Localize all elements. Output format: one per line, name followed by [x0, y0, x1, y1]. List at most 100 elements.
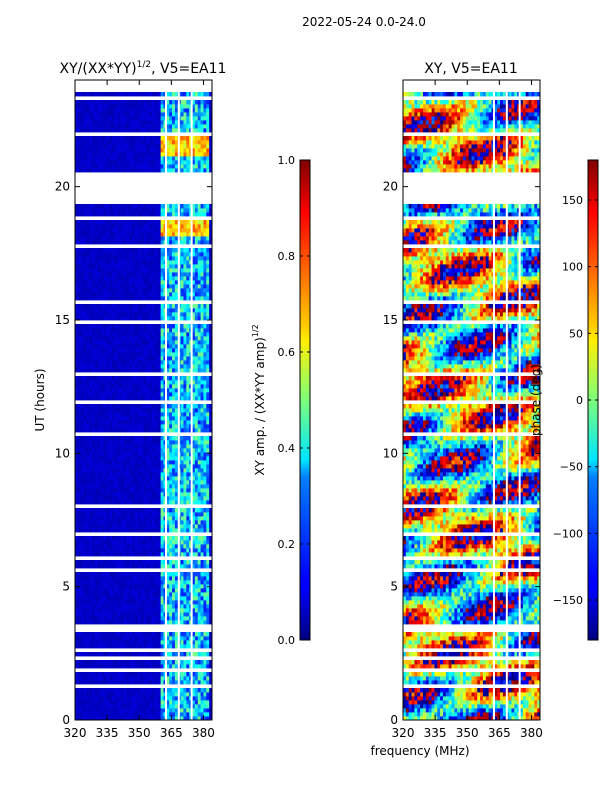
heatmap-cell — [100, 380, 104, 385]
heatmap-cell — [129, 376, 133, 381]
heatmap-cell — [172, 436, 176, 441]
heatmap-cell — [75, 348, 79, 353]
heatmap-cell — [123, 240, 127, 245]
heatmap-cell — [134, 396, 139, 401]
heatmap-cell — [109, 316, 113, 321]
heatmap-cell — [103, 548, 107, 553]
heatmap-cell — [157, 572, 162, 577]
heatmap-cell — [83, 708, 87, 713]
heatmap-cell — [160, 488, 164, 493]
heatmap-cell — [172, 488, 176, 493]
heatmap-cell — [180, 620, 184, 625]
heatmap-cell — [120, 660, 124, 665]
heatmap-cell — [123, 680, 127, 685]
heatmap-cell — [172, 712, 176, 717]
heatmap-cell — [137, 712, 142, 717]
heatmap-cell — [169, 712, 173, 717]
heatmap-cell — [134, 512, 139, 517]
heatmap-cell — [77, 388, 82, 393]
heatmap-cell — [100, 708, 104, 713]
heatmap-cell — [140, 608, 144, 613]
heatmap-cell — [192, 552, 196, 557]
heatmap-cell — [94, 340, 99, 345]
heatmap-cell — [186, 240, 190, 245]
heatmap-cell — [146, 476, 150, 481]
heatmap-cell — [129, 280, 133, 285]
heatmap-cell — [109, 544, 113, 549]
heatmap-cell — [149, 476, 153, 481]
heatmap-cell — [106, 576, 110, 581]
heatmap-cell — [89, 676, 93, 681]
heatmap-cell — [180, 384, 184, 389]
heatmap-cell — [77, 704, 82, 709]
heatmap-cell — [94, 392, 99, 397]
heatmap-cell — [180, 456, 184, 461]
heatmap-cell — [80, 608, 84, 613]
heatmap-cell — [112, 640, 116, 645]
heatmap-cell — [146, 296, 150, 301]
heatmap-cell — [154, 704, 159, 709]
heatmap-cell — [209, 620, 212, 625]
heatmap-cell — [169, 264, 173, 269]
heatmap-cell — [152, 268, 156, 273]
heatmap-cell — [100, 548, 104, 553]
heatmap-cell — [152, 700, 156, 705]
heatmap-cell — [200, 260, 204, 265]
heatmap-cell — [152, 712, 156, 717]
heatmap-cell — [100, 496, 104, 501]
heatmap-cell — [197, 512, 201, 517]
heatmap-cell — [94, 416, 99, 421]
heatmap-cell — [160, 384, 164, 389]
heatmap-cell — [77, 260, 82, 265]
heatmap-cell — [203, 376, 207, 381]
heatmap-cell — [126, 588, 130, 593]
heatmap-cell — [166, 636, 170, 641]
heatmap-cell — [114, 460, 119, 465]
heatmap-cell — [132, 324, 136, 329]
heatmap-cell — [75, 516, 79, 521]
heatmap-cell — [126, 264, 130, 269]
heatmap-cell — [92, 576, 96, 581]
heatmap-cell — [97, 512, 102, 517]
heatmap-cell — [77, 508, 82, 513]
heatmap-cell — [183, 600, 187, 605]
heatmap-cell — [134, 688, 139, 693]
heatmap-cell — [192, 608, 196, 613]
heatmap-cell — [140, 620, 144, 625]
heatmap-cell — [97, 708, 102, 713]
heatmap-cell — [192, 240, 196, 245]
heatmap-cell — [103, 604, 107, 609]
heatmap-cell — [103, 288, 107, 293]
heatmap-cell — [149, 552, 153, 557]
heatmap-cell — [180, 256, 184, 261]
heatmap-cell — [157, 384, 162, 389]
heatmap-cell — [152, 704, 156, 709]
heatmap-cell — [160, 696, 164, 701]
heatmap-cell — [200, 496, 204, 501]
heatmap-cell — [174, 712, 179, 717]
heatmap-cell — [149, 256, 153, 261]
heatmap-cell — [194, 608, 199, 613]
heatmap-cell — [152, 260, 156, 265]
heatmap-cell — [86, 672, 90, 677]
heatmap-cell — [166, 440, 170, 445]
heatmap-cell — [166, 404, 170, 409]
heatmap-cell — [86, 468, 90, 473]
heatmap-cell — [203, 328, 207, 333]
heatmap-cell — [77, 296, 82, 301]
heatmap-cell — [83, 664, 87, 669]
heatmap-cell — [80, 612, 84, 617]
heatmap-cell — [134, 552, 139, 557]
heatmap-cell — [117, 296, 122, 301]
heatmap-cell — [137, 264, 142, 269]
heatmap-cell — [97, 308, 102, 313]
heatmap-cell — [89, 664, 93, 669]
heatmap-cell — [166, 592, 170, 597]
heatmap-cell — [106, 248, 110, 253]
heatmap-cell — [103, 264, 107, 269]
heatmap-cell — [129, 240, 133, 245]
heatmap-cell — [109, 512, 113, 517]
heatmap-cell — [117, 528, 122, 533]
heatmap-cell — [123, 704, 127, 709]
heatmap-cell — [126, 496, 130, 501]
